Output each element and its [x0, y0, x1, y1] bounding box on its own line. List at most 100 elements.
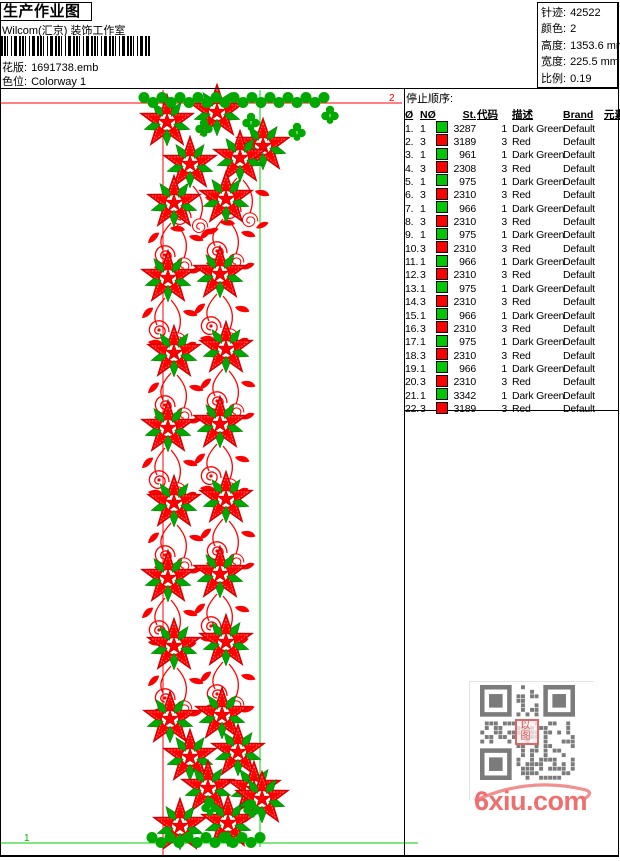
cell-desc: Red — [512, 296, 531, 309]
cell-index: 9. — [405, 229, 414, 242]
cell-stitches: 2310 — [453, 349, 476, 362]
cell-desc: Red — [512, 242, 531, 255]
cell-index: 11. — [405, 256, 419, 269]
color-chip — [436, 147, 448, 160]
page-border-left — [0, 2, 1, 856]
cell-needle: 3 — [420, 322, 426, 335]
cell-stitches: 966 — [459, 309, 476, 322]
color-chip — [436, 201, 448, 214]
color-chip — [434, 388, 450, 403]
stop-sequence-panel: 停止顺序: Ø NØ St. 代码 描述 Brand 元素 1. 1 3287 1 Da… — [405, 88, 620, 417]
flowers-layer — [139, 83, 291, 851]
color-chip — [436, 227, 448, 240]
color-chip — [436, 161, 448, 174]
colorway-line: 色位: Colorway 1 — [2, 73, 90, 89]
cell-desc: Dark Green — [512, 309, 565, 322]
cell-needle: 1 — [420, 309, 426, 322]
cell-brand: Default — [563, 122, 595, 135]
cell-stitches: 2308 — [453, 162, 476, 175]
cell-brand: Default — [563, 362, 595, 375]
stop-row: 10. 3 2310 3 Red Default — [405, 241, 618, 256]
cell-brand: Default — [563, 376, 595, 389]
pattern-label: 花版: — [2, 62, 28, 74]
color-chip — [434, 187, 450, 203]
cell-index: 12. — [405, 269, 419, 282]
color-chip — [434, 401, 450, 417]
cell-brand: Default — [563, 242, 595, 255]
cell-stitches: 975 — [459, 229, 476, 242]
cell-brand: Default — [563, 216, 595, 229]
cell-needle: 3 — [420, 269, 426, 282]
cell-desc: Dark Green — [512, 149, 565, 162]
cell-desc: Dark Green — [512, 256, 565, 269]
cell-brand: Default — [563, 269, 595, 282]
cell-index: 3. — [405, 149, 414, 162]
stop-row: 13. 1 975 1 Dark Green Default — [405, 281, 618, 296]
cell-code: 1 — [501, 256, 507, 269]
cell-index: 18. — [405, 349, 419, 362]
cell-index: 21. — [405, 389, 419, 402]
start-end-markers-layer: 21 — [24, 93, 395, 844]
stop-row: 17. 1 975 1 Dark Green Default — [405, 334, 618, 349]
cell-desc: Red — [512, 322, 531, 335]
color-chip — [436, 241, 448, 254]
color-chip — [436, 187, 448, 200]
guide-lines-layer — [0, 90, 418, 855]
page-border-right — [618, 2, 619, 856]
cell-index: 6. — [405, 189, 414, 202]
cell-code: 1 — [501, 202, 507, 215]
stop-row: 12. 3 2310 3 Red Default — [405, 267, 618, 282]
stop-row: 22. 3 3189 3 Red Default — [405, 401, 618, 417]
design-stats-panel: 针迹: 42522 颜色: 2 高度: 1353.6 mm 宽度: 225.5 mm 比… — [537, 2, 620, 88]
cell-needle: 1 — [420, 149, 426, 162]
cell-code: 1 — [501, 282, 507, 295]
color-chip — [436, 388, 448, 401]
cell-needle: 3 — [420, 349, 426, 362]
color-chip — [434, 121, 450, 136]
cell-needle: 1 — [420, 202, 426, 215]
color-chip — [434, 241, 450, 256]
stat-scale: 比例: 0.19 — [541, 72, 592, 85]
stop-row: 21. 1 3342 1 Dark Green Default — [405, 388, 618, 403]
cell-code: 1 — [501, 229, 507, 242]
cell-needle: 1 — [420, 256, 426, 269]
cell-index: 22. — [405, 403, 419, 416]
stop-row: 11. 1 966 1 Dark Green Default — [405, 254, 618, 269]
watermark-box — [469, 681, 594, 800]
cell-desc: Red — [512, 216, 531, 229]
color-chip — [434, 214, 450, 230]
cell-needle: 3 — [420, 135, 426, 148]
cell-brand: Default — [563, 336, 595, 349]
cell-stitches: 966 — [459, 256, 476, 269]
cell-brand: Default — [563, 149, 595, 162]
cell-stitches: 961 — [459, 149, 476, 162]
color-chip — [436, 121, 448, 133]
stop-row: 1. 1 3287 1 Dark Green Default — [405, 121, 618, 136]
cell-index: 1. — [405, 122, 414, 135]
cell-brand: Default — [563, 135, 595, 148]
cell-index: 7. — [405, 202, 414, 215]
cell-needle: 1 — [420, 336, 426, 349]
cell-index: 4. — [405, 162, 414, 175]
cell-desc: Dark Green — [512, 122, 565, 135]
cell-needle: 1 — [420, 122, 426, 135]
color-chip — [434, 281, 450, 296]
cell-index: 13. — [405, 282, 419, 295]
cell-needle: 3 — [420, 296, 426, 309]
stop-row: 5. 1 975 1 Dark Green Default — [405, 174, 618, 188]
cell-needle: 1 — [420, 175, 426, 188]
cell-stitches: 966 — [459, 202, 476, 215]
cell-brand: Default — [563, 403, 595, 416]
color-chip — [436, 134, 448, 147]
colorway-label: 色位: — [2, 76, 28, 88]
seal-text: 以图 — [520, 721, 534, 742]
cell-code: 1 — [501, 336, 507, 349]
cell-desc: Dark Green — [512, 229, 565, 242]
cell-desc: Dark Green — [512, 362, 565, 375]
cell-index: 20. — [405, 376, 419, 389]
color-chip — [434, 227, 450, 243]
color-chip — [434, 321, 450, 336]
cell-stitches: 3189 — [453, 403, 476, 416]
stop-row: 20. 3 2310 3 Red Default — [405, 374, 618, 389]
stat-stitches: 针迹: 42522 — [541, 7, 601, 19]
